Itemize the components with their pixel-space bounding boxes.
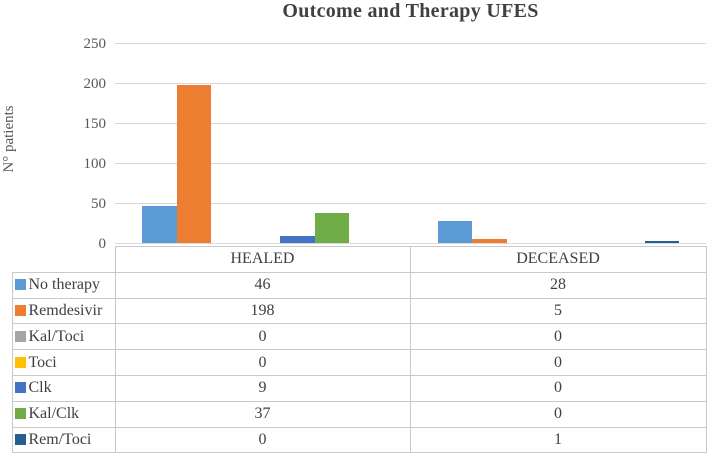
table-row-rem-toci: Rem/Toci 0 1 — [0, 426, 707, 454]
data-table-wrap: HEALED DECEASED No therapy 46 28 Remdesivir 19… — [0, 246, 708, 454]
legend-label-kal-toci: Kal/Toci — [11, 323, 116, 351]
row-spacer — [0, 272, 12, 298]
legend-swatch-remdesivir-icon — [14, 304, 26, 316]
value-no-therapy-healed: 46 — [114, 271, 411, 299]
table-row-clk: Clk 9 0 — [0, 374, 707, 402]
series-name: Remdesivir — [28, 301, 103, 319]
row-spacer — [0, 298, 12, 324]
row-spacer — [0, 350, 12, 376]
table-row-remdesivir: Remdesivir 198 5 — [0, 297, 707, 325]
table-header-row: HEALED DECEASED — [0, 246, 707, 273]
value-kal-clk-healed: 37 — [114, 400, 411, 428]
row-spacer — [0, 427, 12, 453]
bar-kal-clk-healed — [314, 213, 349, 243]
category-header-healed: HEALED — [114, 246, 411, 273]
value-no-therapy-deceased: 28 — [409, 271, 707, 299]
legend-label-no-therapy: No therapy — [11, 271, 116, 299]
bar-rem-toci-deceased — [644, 241, 679, 243]
value-rem-toci-deceased: 1 — [409, 426, 707, 454]
value-rem-toci-healed: 0 — [114, 426, 411, 454]
series-name: Kal/Toci — [28, 327, 85, 345]
bar-no-therapy-deceased — [437, 220, 472, 243]
bar-no-therapy-healed — [142, 206, 177, 243]
value-kal-clk-deceased: 0 — [409, 400, 707, 428]
table-row-kal-clk: Kal/Clk 37 0 — [0, 400, 707, 428]
bar-clk-healed — [280, 235, 315, 243]
y-axis-tick-label: 200 — [83, 76, 107, 92]
table-row-kal-toci: Kal/Toci 0 0 — [0, 323, 707, 351]
gridline-50 — [115, 203, 706, 204]
legend-label-rem-toci: Rem/Toci — [11, 426, 116, 454]
y-axis: 0 50 100 150 200 250 — [0, 36, 110, 252]
series-name: Rem/Toci — [28, 430, 92, 448]
data-table: HEALED DECEASED No therapy 46 28 Remdesivir 19… — [0, 246, 707, 454]
legend-label-toci: Toci — [11, 349, 116, 376]
y-axis-tick-label: 100 — [83, 156, 107, 172]
value-remdesivir-healed: 198 — [114, 297, 411, 325]
gridline-200 — [115, 83, 706, 84]
y-axis-tick-label: 250 — [83, 36, 107, 52]
legend-label-clk: Clk — [11, 374, 116, 402]
legend-swatch-rem-toci-icon — [14, 433, 26, 445]
row-spacer — [0, 401, 12, 427]
legend-label-kal-clk: Kal/Clk — [11, 400, 116, 428]
legend-swatch-kal-toci-icon — [14, 330, 26, 342]
legend-swatch-toci-icon — [14, 356, 26, 368]
gridline-150 — [115, 123, 706, 124]
y-axis-tick-label: 150 — [83, 116, 107, 132]
value-toci-deceased: 0 — [409, 349, 707, 376]
y-axis-tick-label: 50 — [91, 196, 106, 212]
value-toci-healed: 0 — [114, 349, 411, 376]
bar-remdesivir-healed — [176, 84, 211, 243]
value-clk-healed: 9 — [114, 374, 411, 402]
gridline-250 — [115, 43, 706, 44]
row-spacer — [0, 324, 12, 350]
legend-swatch-no-therapy-icon — [14, 279, 26, 291]
series-name: No therapy — [28, 276, 101, 294]
legend-swatch-kal-clk-icon — [14, 408, 26, 420]
plot-area — [115, 43, 706, 244]
value-remdesivir-deceased: 5 — [409, 297, 707, 325]
series-name: Clk — [28, 379, 52, 397]
table-header-spacer — [0, 247, 115, 273]
gridline-100 — [115, 163, 706, 164]
table-row-no-therapy: No therapy 46 28 — [0, 271, 707, 299]
series-name: Kal/Clk — [28, 405, 80, 423]
series-name: Toci — [28, 353, 57, 371]
table-row-toci: Toci 0 0 — [0, 349, 707, 376]
value-kal-toci-healed: 0 — [114, 323, 411, 351]
value-clk-deceased: 0 — [409, 374, 707, 402]
bar-remdesivir-deceased — [472, 239, 507, 243]
chart-title: Outcome and Therapy UFES — [282, 0, 539, 22]
legend-swatch-clk-icon — [14, 382, 26, 394]
value-kal-toci-deceased: 0 — [409, 323, 707, 351]
legend-label-remdesivir: Remdesivir — [11, 297, 116, 325]
category-header-deceased: DECEASED — [409, 246, 707, 273]
gridline-0 — [115, 243, 706, 244]
row-spacer — [0, 375, 12, 401]
y-axis-tick-label: 0 — [98, 236, 107, 252]
